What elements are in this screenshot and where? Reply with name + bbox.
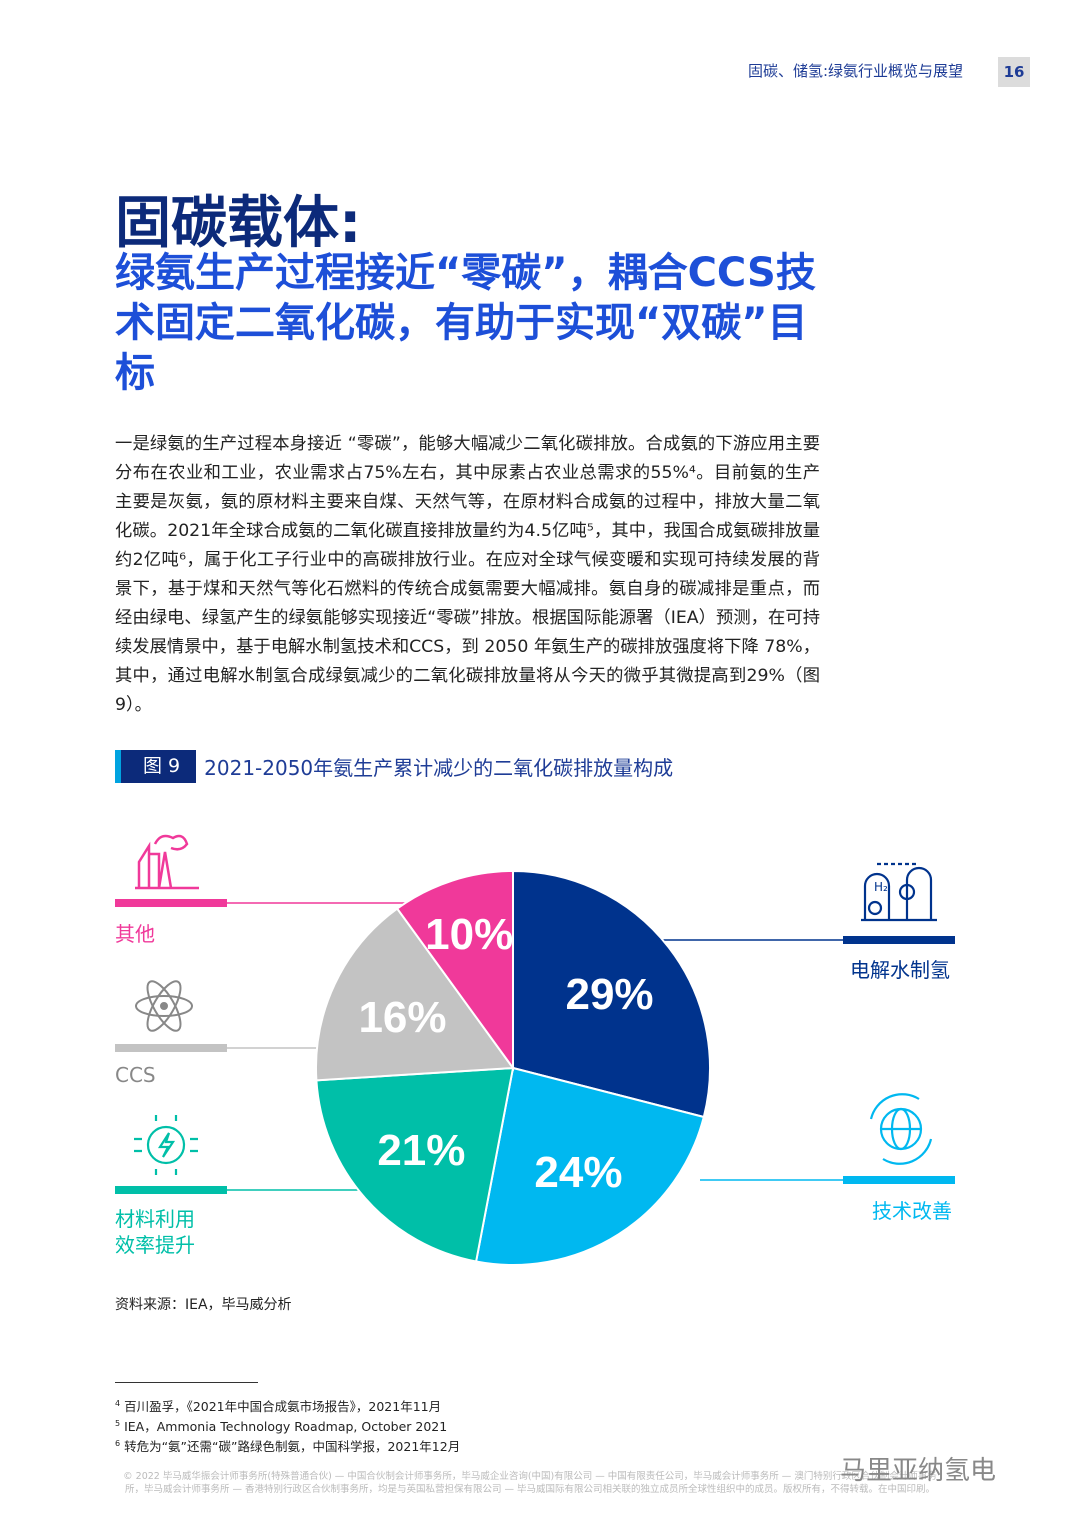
- page-title: 固碳载体:: [115, 191, 362, 256]
- legend-bar: [115, 899, 227, 907]
- legend-label-material-efficiency: 材料利用 效率提升: [115, 1207, 195, 1257]
- legend-bar: [843, 936, 955, 944]
- atom-icon: [135, 980, 193, 1032]
- footnote-divider: [115, 1382, 258, 1383]
- legend-bar: [843, 1176, 955, 1184]
- legend-bar: [115, 1044, 227, 1052]
- pie-slice: [512, 869, 711, 1119]
- legend-label-ccs: CCS: [115, 1063, 156, 1087]
- legend-label-other: 其他: [115, 922, 155, 946]
- pie-slice: [315, 1066, 515, 1263]
- globe-cycle-icon: [869, 1093, 933, 1165]
- legend-bar: [115, 1186, 227, 1194]
- factory-icon: [135, 834, 199, 890]
- hydrogen-plant-icon: H₂: [861, 862, 937, 922]
- figure-tag: 图 9: [115, 750, 197, 783]
- footnote: 6 转危为“氨”还需“碳”路绿色制氨，中国科学报，2021年12月: [115, 1438, 461, 1454]
- figure-caption: 图 9 2021-2050年氨生产累计减少的二氧化碳排放量构成: [115, 750, 673, 783]
- page-subtitle: 绿氨生产过程接近“零碳”，耦合CCS技术固定二氧化碳，有助于实现“双碳”目标: [115, 250, 816, 396]
- watermark: 马里亚纳氢电: [840, 1456, 997, 1486]
- page-number: 16: [998, 57, 1030, 87]
- slice-data-label: 29%: [565, 970, 653, 1019]
- footnote: 5 IEA，Ammonia Technology Roadmap, Octobe…: [115, 1418, 448, 1434]
- pie-slice: [474, 1066, 706, 1266]
- figure-title: 2021-2050年氨生产累计减少的二氧化碳排放量构成: [204, 756, 674, 780]
- running-header: 固碳、储氢:绿氨行业概览与展望: [748, 62, 964, 80]
- source-note: 资料来源：IEA，毕马威分析: [115, 1297, 292, 1313]
- legend-label-electrolysis: 电解水制氢: [850, 958, 950, 982]
- svg-text:H₂: H₂: [874, 880, 888, 894]
- pie-slice: [315, 907, 515, 1082]
- legend-label-tech-improvement: 技术改善: [872, 1199, 952, 1223]
- footnote: 4 百川盈孚，《2021年中国合成氨市场报告》，2021年11月: [115, 1398, 442, 1414]
- pie-slice: [395, 869, 514, 1072]
- slice-data-label: 16%: [358, 993, 446, 1042]
- energy-bolt-icon: [134, 1115, 198, 1175]
- copyright: © 2022 毕马威华振会计师事务所(特殊普通合伙) — 中国合伙制会计师事务所…: [123, 1471, 937, 1495]
- slice-data-label: 24%: [534, 1148, 622, 1197]
- slice-data-label: 21%: [377, 1126, 465, 1175]
- body-paragraph: 一是绿氨的生产过程本身接近 “零碳”，能够大幅减少二氧化碳排放。合成氨的下游应用…: [115, 434, 820, 715]
- slice-data-label: 10%: [425, 910, 513, 959]
